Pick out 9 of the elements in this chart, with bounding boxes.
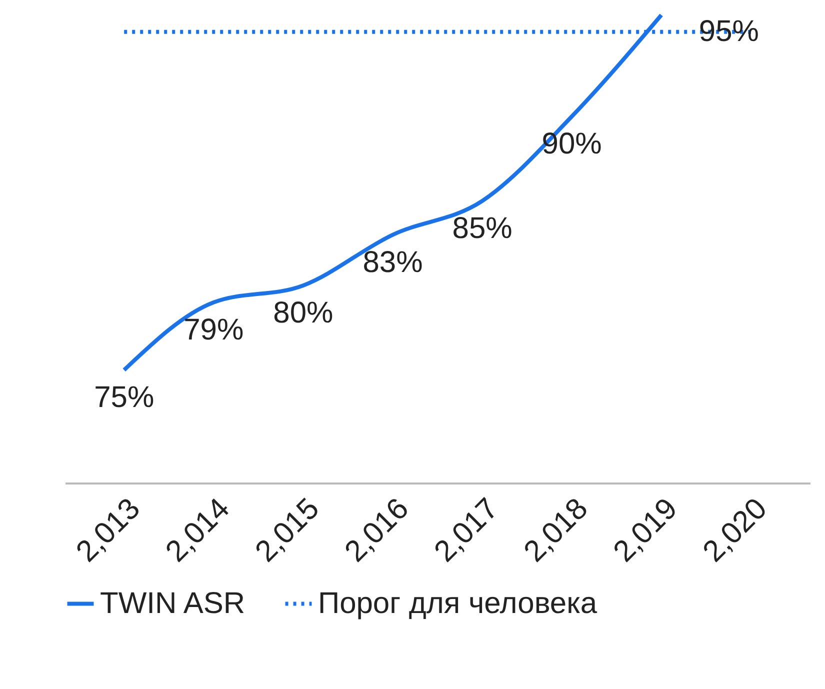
data-label: 83% <box>362 246 423 279</box>
data-label: 80% <box>273 296 334 330</box>
data-label: 95% <box>698 14 759 48</box>
data-label: 90% <box>542 127 602 160</box>
legend-label: Порог для человека <box>318 586 598 620</box>
data-label: 79% <box>184 313 244 346</box>
data-label: 75% <box>94 381 154 414</box>
data-label: 85% <box>452 212 512 245</box>
legend-label: TWIN ASR <box>100 586 246 620</box>
